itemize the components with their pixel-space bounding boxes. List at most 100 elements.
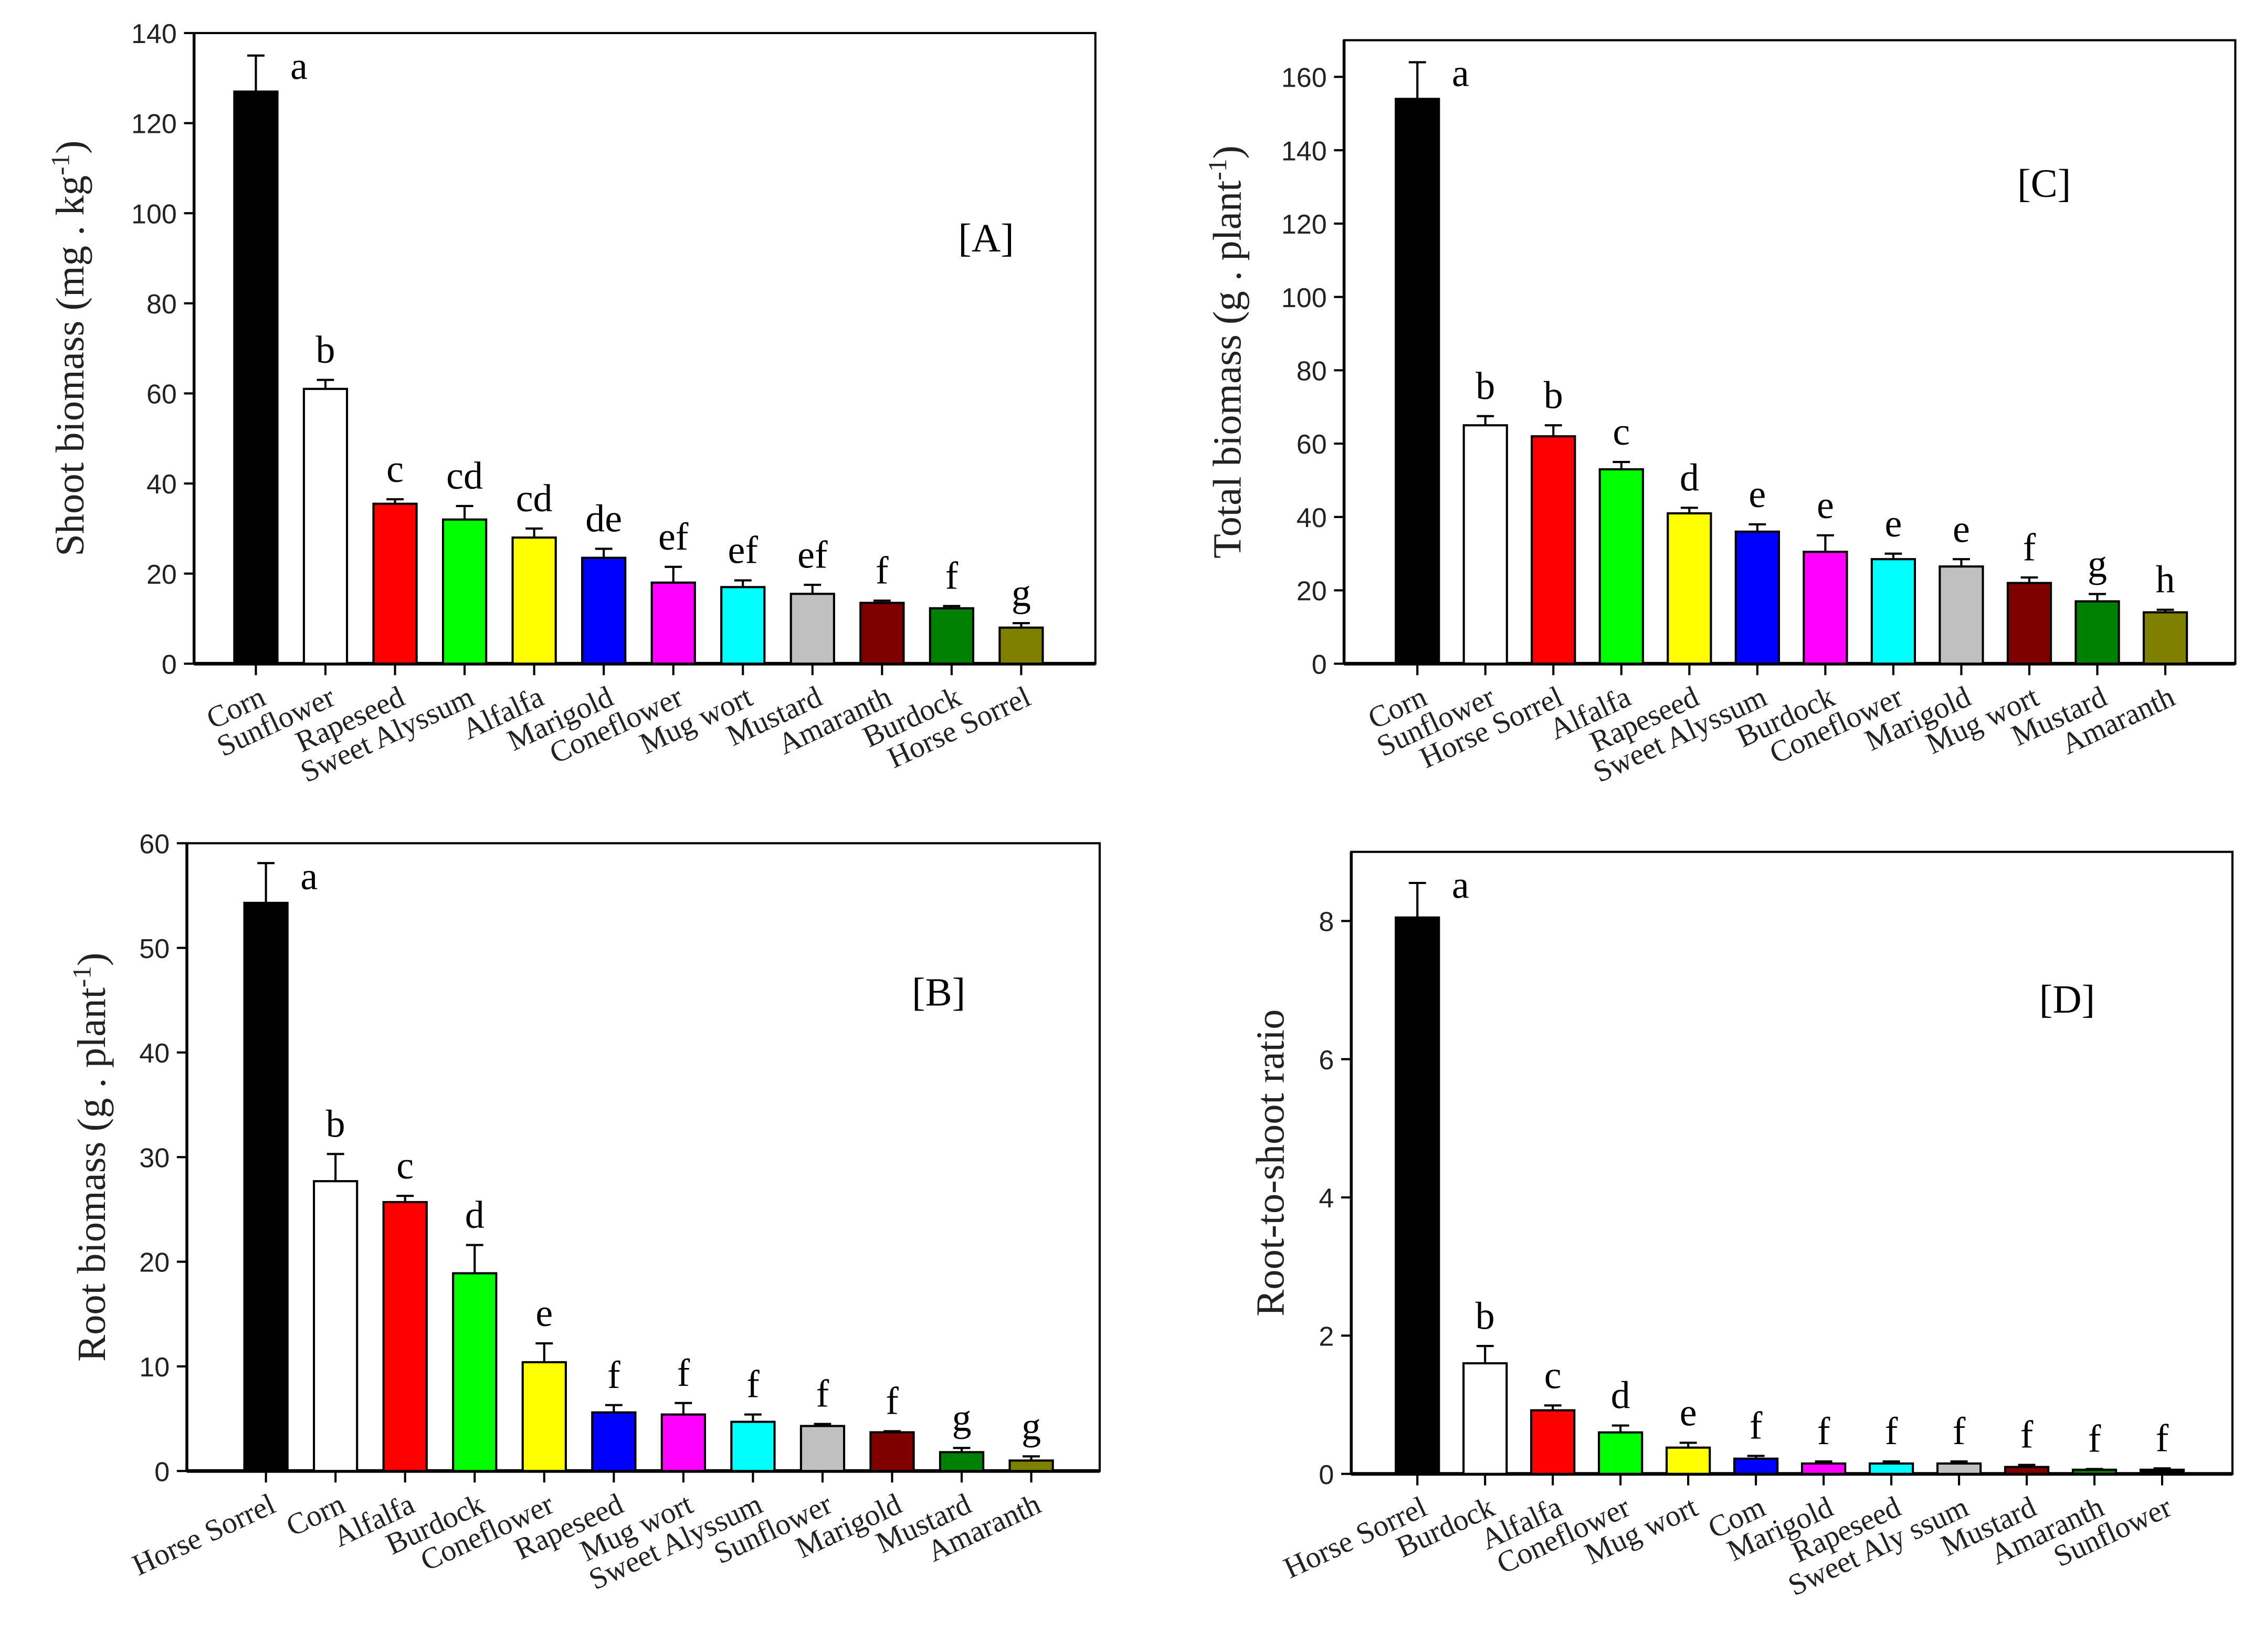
significance-letter: b: [1544, 373, 1563, 416]
y-axis-title: Root-to-shoot ratio: [1248, 1009, 1292, 1317]
y-axis-title-sup: -1: [68, 966, 97, 987]
significance-letter: b: [1476, 364, 1495, 407]
y-axis-title-end: ): [69, 953, 114, 966]
significance-letter: f: [607, 1353, 620, 1396]
bar: [2139, 1468, 2185, 1475]
y-tick-label: 0: [154, 1457, 170, 1487]
significance-letter: g: [952, 1396, 972, 1439]
bar: [1939, 565, 1984, 665]
significance-letter: a: [290, 45, 308, 88]
significance-letter: ef: [728, 529, 759, 572]
y-tick-label: 60: [146, 380, 177, 410]
bar: [1665, 1446, 1711, 1475]
y-axis-title-text: Root biomass (g . plant: [69, 987, 114, 1362]
chart-panel-1: 0 20 40 60 80 100 120 140 160 Total biomass (g . …: [1203, 39, 2237, 789]
bar: [2142, 611, 2188, 665]
bar: [1395, 98, 1440, 665]
y-tick-label: 2: [1319, 1322, 1334, 1352]
bar: [591, 1411, 637, 1472]
y-tick-label: 140: [131, 19, 177, 49]
y-axis-title-sup: -1: [46, 154, 75, 175]
bar: [313, 1180, 359, 1472]
significance-letter: e: [535, 1291, 553, 1334]
panel-label: [D]: [2039, 977, 2095, 1022]
bar: [859, 602, 905, 665]
y-tick-label: 0: [162, 649, 177, 680]
significance-letter: a: [1452, 51, 1469, 94]
bar: [372, 502, 418, 665]
y-tick-label: 20: [146, 560, 177, 590]
significance-letter: g: [1012, 571, 1031, 614]
y-tick-label: 8: [1319, 907, 1334, 938]
y-axis-title-sup: -1: [1203, 159, 1232, 181]
significance-letter: f: [1953, 1409, 1966, 1453]
significance-letter: cd: [516, 477, 553, 520]
bar: [382, 1201, 428, 1472]
significance-letter: b: [316, 328, 335, 371]
significance-letter: ef: [658, 515, 689, 558]
significance-letter: c: [1613, 410, 1630, 453]
bar: [1530, 1409, 1576, 1475]
x-tick-label: Horse Sorrel: [128, 1488, 280, 1582]
bar: [2006, 582, 2052, 665]
significance-letter: f: [2088, 1417, 2101, 1460]
bar: [1800, 1462, 1847, 1475]
bar: [939, 1451, 985, 1472]
y-axis-title-end: ): [48, 140, 92, 154]
y-tick-label: 120: [131, 109, 177, 140]
bar: [1733, 1457, 1779, 1475]
bar: [929, 607, 975, 665]
significance-letter: e: [1680, 1391, 1697, 1434]
bar: [1803, 551, 1848, 665]
significance-letter: c: [396, 1144, 414, 1187]
bar: [660, 1413, 707, 1472]
significance-letter: de: [585, 497, 622, 540]
y-tick-label: 120: [1281, 209, 1327, 240]
y-tick-label: 140: [1281, 136, 1327, 166]
bar: [1734, 530, 1780, 665]
y-axis-title: Root biomass (g . plant-1): [68, 953, 114, 1362]
bar: [1936, 1462, 1982, 1475]
significance-letter: g: [2088, 542, 2107, 585]
significance-letter: f: [1885, 1409, 1898, 1453]
y-tick-label: 80: [1297, 356, 1327, 387]
significance-letter: f: [1817, 1409, 1830, 1453]
significance-letter: h: [2156, 558, 2175, 601]
significance-letter: cd: [446, 454, 483, 497]
y-tick-label: 160: [1281, 63, 1327, 93]
bar: [2004, 1466, 2050, 1475]
bar: [511, 536, 557, 665]
significance-letter: f: [677, 1351, 690, 1394]
y-tick-label: 6: [1319, 1045, 1334, 1076]
significance-letter: d: [1680, 456, 1699, 499]
chart-panel-2: 0 10 20 30 40 50 60 Root biomass (g . plant-1) […: [68, 829, 1101, 1596]
bar: [789, 593, 835, 665]
significance-letter: f: [2023, 525, 2036, 569]
bar: [521, 1361, 567, 1472]
bar: [720, 586, 766, 665]
significance-letter: f: [2156, 1416, 2169, 1459]
bar: [1598, 1431, 1644, 1475]
significance-letter: a: [1452, 863, 1469, 906]
significance-letter: f: [876, 549, 889, 592]
bar: [441, 518, 488, 665]
significance-letter: b: [1476, 1294, 1495, 1337]
significance-letter: c: [1544, 1354, 1562, 1397]
bar: [1462, 424, 1508, 665]
y-tick-label: 30: [139, 1143, 170, 1173]
significance-letter: f: [886, 1380, 899, 1423]
significance-letter: c: [386, 447, 404, 490]
bar: [1667, 512, 1712, 665]
y-tick-label: 100: [1281, 283, 1327, 313]
significance-letter: e: [1953, 507, 1970, 550]
panel-label: [C]: [2017, 161, 2071, 206]
y-tick-label: 4: [1319, 1183, 1334, 1214]
y-axis-title-text: Shoot biomass (mg . kg: [48, 175, 92, 556]
significance-letter: f: [816, 1372, 829, 1415]
significance-letter: d: [465, 1193, 484, 1236]
significance-letter: e: [1817, 483, 1834, 527]
y-tick-label: 40: [146, 469, 177, 500]
panel-label: [A]: [958, 216, 1014, 260]
bar: [1870, 558, 1916, 665]
